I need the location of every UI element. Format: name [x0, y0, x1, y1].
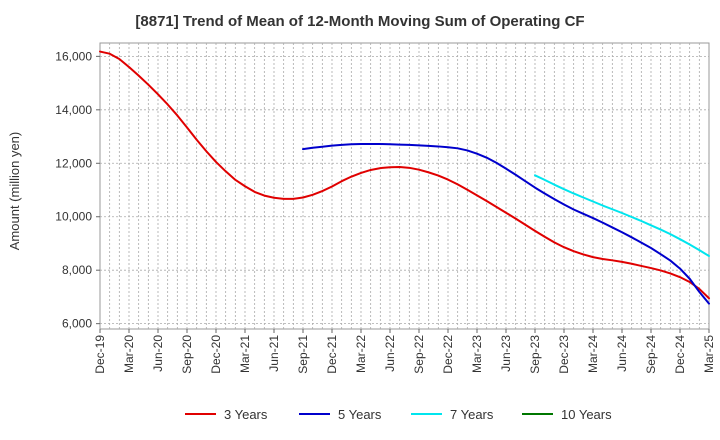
x-tick-label: Mar-22	[354, 335, 368, 373]
x-tick-label: Jun-22	[383, 335, 397, 372]
legend-label: 5 Years	[338, 407, 382, 422]
series-line-7-years	[534, 174, 710, 258]
x-tick-label: Dec-22	[441, 335, 455, 374]
y-tick-label: 16,000	[55, 49, 92, 63]
series-line-5-years	[302, 143, 710, 305]
legend-label: 10 Years	[561, 407, 612, 422]
y-tick-label: 6,000	[62, 317, 92, 331]
x-tick-label: Dec-21	[325, 335, 339, 374]
legend: 3 Years 5 Years 7 Years 10 Years	[185, 407, 612, 422]
legend-label: 7 Years	[450, 407, 494, 422]
x-tick-label: Dec-23	[557, 335, 571, 374]
x-tick-label: Jun-23	[499, 335, 513, 372]
x-tick-label: Sep-23	[528, 335, 542, 374]
x-tick-label: Mar-23	[470, 335, 484, 373]
y-tick-label: 12,000	[55, 156, 92, 170]
grid-layer	[100, 43, 709, 329]
series-line-3-years	[99, 50, 710, 300]
x-tick-label: Dec-19	[93, 335, 107, 374]
y-axis: 6,000 8,000 10,000 12,000 14,000 16,000	[55, 49, 100, 331]
x-tick-label: Mar-25	[702, 335, 716, 373]
y-axis-title: Amount (million yen)	[7, 132, 22, 251]
plot-frame	[99, 42, 710, 330]
x-axis: Dec-19 Mar-20 Jun-20 Sep-20 Dec-20 Mar-21 Jun-…	[93, 329, 716, 374]
x-tick-label: Sep-24	[644, 335, 658, 374]
x-tick-label: Mar-20	[122, 335, 136, 373]
legend-label: 3 Years	[224, 407, 268, 422]
y-tick-label: 14,000	[55, 103, 92, 117]
x-tick-label: Sep-22	[412, 335, 426, 374]
x-tick-label: Jun-21	[267, 335, 281, 372]
series-layer	[99, 50, 710, 305]
x-tick-label: Mar-24	[586, 335, 600, 373]
x-tick-label: Jun-24	[615, 335, 629, 372]
x-tick-label: Dec-20	[209, 335, 223, 374]
y-tick-label: 8,000	[62, 263, 92, 277]
chart-title: [8871] Trend of Mean of 12-Month Moving …	[135, 13, 585, 30]
x-tick-label: Sep-21	[296, 335, 310, 374]
y-tick-label: 10,000	[55, 210, 92, 224]
x-tick-label: Mar-21	[238, 335, 252, 373]
x-tick-label: Dec-24	[673, 335, 687, 374]
x-tick-label: Jun-20	[151, 335, 165, 372]
x-tick-label: Sep-20	[180, 335, 194, 374]
